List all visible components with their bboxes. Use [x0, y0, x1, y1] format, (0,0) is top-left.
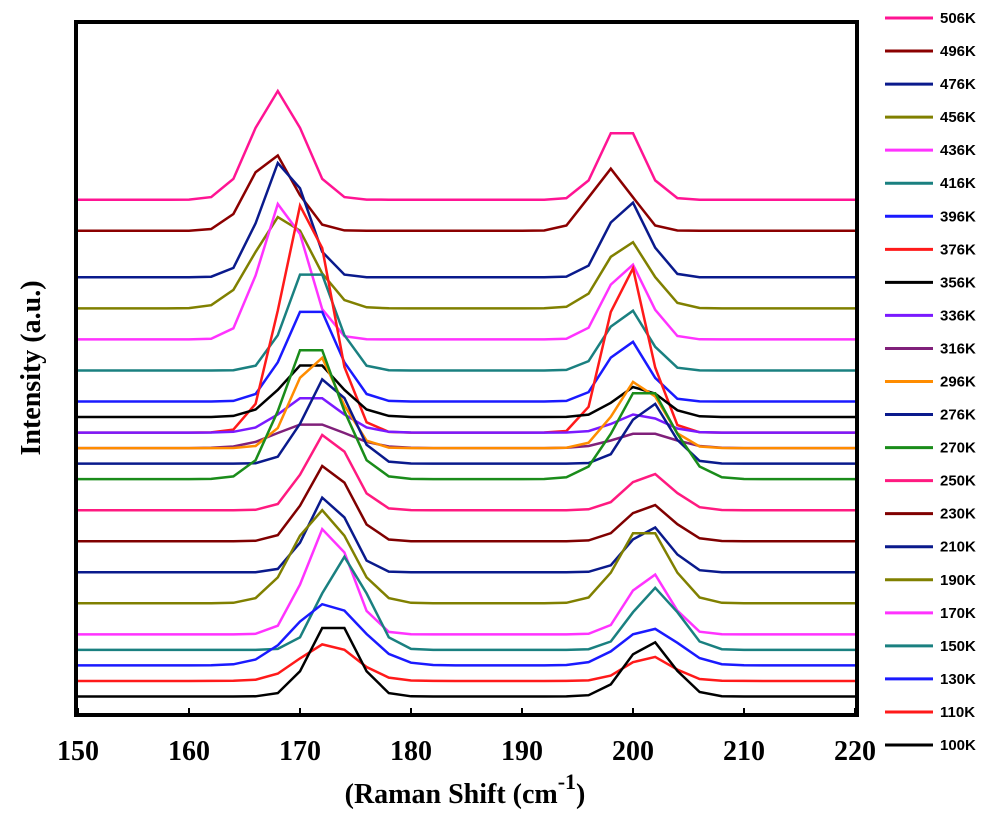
series-line-436K: [78, 201, 855, 341]
legend-label-170K: 170K: [940, 605, 976, 622]
x-tick-label-170: 170: [279, 736, 321, 767]
legend-label-270K: 270K: [940, 440, 976, 457]
x-axis-title-superscript: -1: [558, 769, 576, 794]
x-tick-label-210: 210: [723, 736, 765, 767]
series-line-190K: [78, 508, 855, 605]
series-line-230K: [78, 464, 855, 543]
legend-label-150K: 150K: [940, 638, 976, 655]
legend-label-190K: 190K: [940, 572, 976, 589]
legend-label-456K: 456K: [940, 109, 976, 126]
legend-label-130K: 130K: [940, 671, 976, 688]
legend-label-356K: 356K: [940, 274, 976, 291]
legend-label-110K: 110K: [940, 704, 975, 721]
plot-frame: [74, 20, 859, 717]
legend-label-396K: 396K: [940, 208, 976, 225]
series-line-250K: [78, 433, 855, 512]
series-line-270K: [78, 348, 855, 481]
legend-label-210K: 210K: [940, 539, 976, 556]
series-line-416K: [78, 273, 855, 372]
legend-label-336K: 336K: [940, 307, 976, 324]
legend-label-376K: 376K: [940, 241, 976, 258]
series-line-316K: [78, 423, 855, 450]
x-axis-ticks: 150 160 170 180 190 200 210 220: [57, 708, 876, 767]
legend-label-250K: 250K: [940, 473, 976, 490]
x-axis-title-end: ): [576, 779, 585, 810]
series-line-476K: [78, 160, 855, 279]
y-axis-title: Intensity (a.u.): [16, 280, 47, 455]
series-line-336K: [78, 396, 855, 434]
legend-label-230K: 230K: [940, 506, 976, 523]
legend-label-496K: 496K: [940, 43, 976, 60]
x-tick-label-150: 150: [57, 736, 99, 767]
legend-label-436K: 436K: [940, 142, 976, 159]
spectra-curves: [78, 88, 855, 698]
x-tick-label-220: 220: [834, 736, 876, 767]
series-line-210K: [78, 495, 855, 574]
x-tick-label-190: 190: [501, 736, 543, 767]
series-line-496K: [78, 153, 855, 233]
series-line-150K: [78, 554, 855, 652]
x-tick-label-180: 180: [390, 736, 432, 767]
series-line-170K: [78, 526, 855, 636]
series-line-100K: [78, 626, 855, 698]
legend-label-296K: 296K: [940, 374, 976, 391]
series-line-356K: [78, 364, 855, 419]
series-line-506K: [78, 88, 855, 201]
legend-label-276K: 276K: [940, 407, 976, 424]
series-line-396K: [78, 310, 855, 403]
legend-label-100K: 100K: [940, 737, 976, 754]
x-axis-title-main: (Raman Shift (cm: [345, 779, 558, 810]
series-line-296K: [78, 355, 855, 450]
series-line-456K: [78, 215, 855, 310]
x-tick-label-200: 200: [612, 736, 654, 767]
legend-label-416K: 416K: [940, 175, 976, 192]
legend-label-476K: 476K: [940, 76, 976, 93]
legend-label-506K: 506K: [940, 10, 976, 27]
x-axis-title: (Raman Shift (cm-1): [345, 769, 586, 810]
legend-label-316K: 316K: [940, 340, 976, 357]
x-tick-label-160: 160: [168, 736, 210, 767]
legend: 506K 496K 476K 456K 436K 416K 396K 376K 356K 336K…: [885, 10, 976, 754]
series-line-130K: [78, 602, 855, 667]
series-line-376K: [78, 202, 855, 434]
series-line-276K: [78, 377, 855, 465]
series-line-110K: [78, 643, 855, 683]
